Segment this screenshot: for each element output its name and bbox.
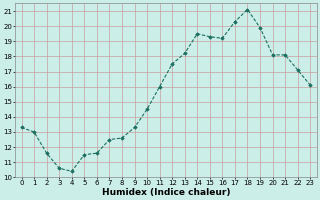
X-axis label: Humidex (Indice chaleur): Humidex (Indice chaleur) xyxy=(102,188,230,197)
